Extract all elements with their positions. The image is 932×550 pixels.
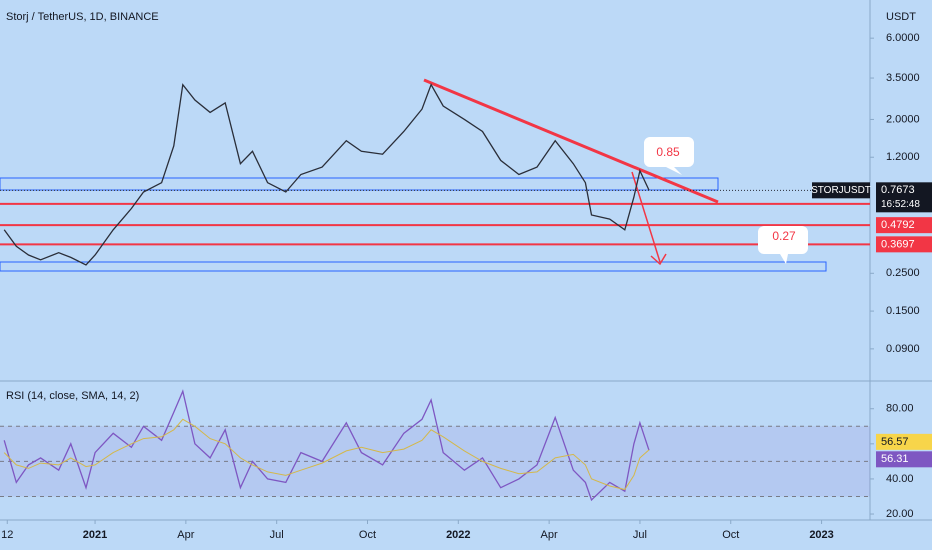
time-tick-label: 12 (1, 529, 13, 541)
time-tick-label: Jul (270, 529, 284, 541)
price-line (3, 83, 650, 266)
rsi-line (3, 389, 650, 502)
time-tick-label: 2023 (809, 529, 833, 541)
rsi-tag-text: 56.31 (881, 453, 909, 465)
zone-box (0, 261, 827, 272)
zone-box (0, 177, 719, 191)
time-tick-label: Apr (177, 529, 194, 541)
rsi-tag (876, 433, 932, 450)
time-tick-label: Apr (541, 529, 558, 541)
time-tick-label: 2021 (83, 529, 107, 541)
symbol-tag (812, 182, 870, 199)
trend-line (423, 78, 719, 204)
price-tag (876, 217, 932, 234)
price-tick-label: 1.2000 (886, 151, 920, 163)
price-tick-label: 6.0000 (886, 32, 920, 44)
rsi-tick-label: 20.00 (886, 508, 914, 520)
rsi-tick-label: 40.00 (886, 473, 914, 485)
rsi-tick-label: 80.00 (886, 403, 914, 415)
price-tag-text: 0.3697 (881, 238, 915, 250)
callout (644, 137, 694, 175)
price-tick-label: 2.0000 (886, 113, 920, 125)
rsi-line (3, 418, 650, 491)
countdown-text: 16:52:48 (881, 199, 920, 210)
price-tick-label: 0.0900 (886, 343, 920, 355)
rsi-tag-text: 56.57 (881, 436, 909, 448)
last-price-text: 0.7673 (881, 184, 915, 196)
rsi-tag (876, 451, 932, 468)
price-tag (876, 236, 932, 253)
price-tick-label: 3.5000 (886, 72, 920, 84)
price-tick-label: 0.1500 (886, 305, 920, 317)
currency-label: USDT (886, 11, 916, 23)
price-tag-text: 0.4792 (881, 219, 915, 231)
callout (758, 226, 808, 264)
arrow-head (650, 253, 667, 266)
callout-text: 0.85 (656, 145, 680, 159)
symbol-title[interactable]: Storj / TetherUS, 1D, BINANCE (6, 11, 159, 23)
last-price-tag (876, 182, 932, 213)
time-tick-label: Oct (722, 529, 739, 541)
callout-text: 0.27 (772, 229, 796, 243)
price-tick-label: 0.2500 (886, 267, 920, 279)
time-tick-label: Jul (633, 529, 647, 541)
time-tick-label: Oct (359, 529, 376, 541)
time-tick-label: 2022 (446, 529, 470, 541)
rsi-title[interactable]: RSI (14, close, SMA, 14, 2) (6, 390, 139, 402)
symbol-tag-text: STORJUSDT (811, 185, 871, 196)
